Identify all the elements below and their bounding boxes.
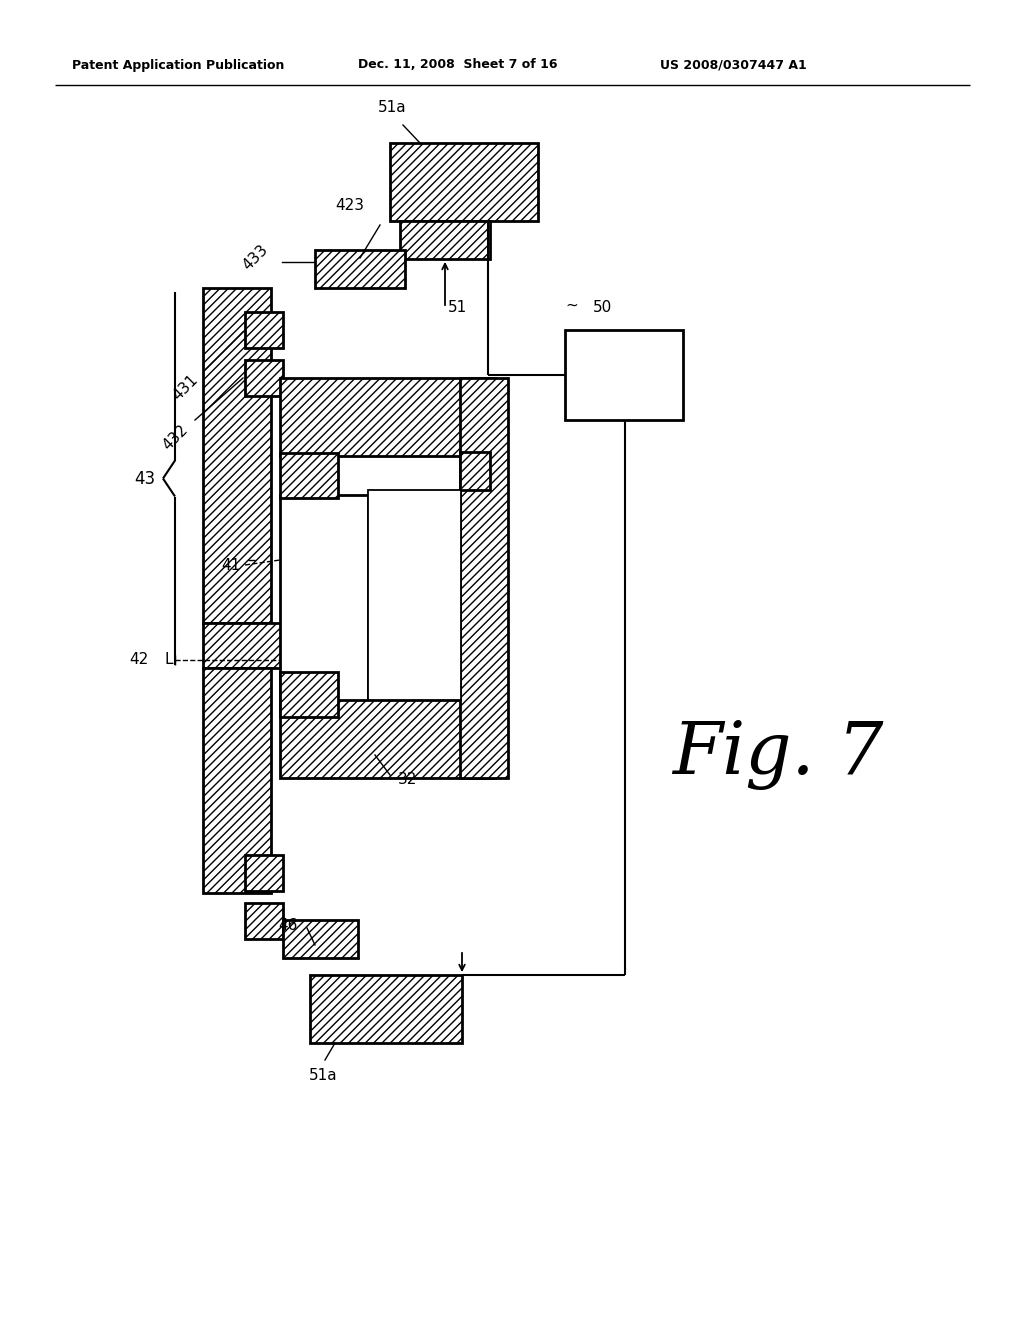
Text: ~: ~ — [565, 297, 578, 313]
Text: 50: 50 — [593, 301, 612, 315]
Text: 43: 43 — [134, 470, 156, 487]
Text: 431: 431 — [169, 372, 201, 404]
Polygon shape — [390, 143, 538, 220]
Text: 433: 433 — [240, 243, 270, 273]
Polygon shape — [245, 360, 283, 396]
Text: 32: 32 — [398, 772, 418, 788]
Polygon shape — [460, 378, 508, 777]
Polygon shape — [245, 312, 283, 348]
Text: Fig. 7: Fig. 7 — [672, 719, 884, 791]
Polygon shape — [460, 451, 490, 490]
Text: Dec. 11, 2008  Sheet 7 of 16: Dec. 11, 2008 Sheet 7 of 16 — [358, 58, 557, 71]
Polygon shape — [280, 378, 495, 455]
Polygon shape — [400, 220, 490, 259]
Polygon shape — [280, 672, 338, 717]
Polygon shape — [203, 623, 331, 668]
Polygon shape — [203, 288, 271, 623]
Polygon shape — [280, 495, 368, 710]
Text: 423: 423 — [336, 198, 365, 213]
Polygon shape — [283, 920, 358, 958]
Polygon shape — [280, 453, 338, 498]
Polygon shape — [245, 903, 283, 939]
Polygon shape — [245, 855, 283, 891]
Text: 51: 51 — [449, 301, 467, 315]
Text: 51a: 51a — [308, 1068, 337, 1082]
Polygon shape — [280, 700, 495, 777]
Text: 42: 42 — [129, 652, 148, 668]
Text: 46: 46 — [279, 917, 298, 932]
Text: 432: 432 — [160, 422, 190, 454]
Text: US 2008/0307447 A1: US 2008/0307447 A1 — [660, 58, 807, 71]
Polygon shape — [203, 668, 271, 894]
Polygon shape — [310, 975, 462, 1043]
Text: Patent Application Publication: Patent Application Publication — [72, 58, 285, 71]
Polygon shape — [565, 330, 683, 420]
Text: 51a: 51a — [378, 100, 407, 115]
Polygon shape — [368, 490, 461, 700]
Text: 41: 41 — [221, 557, 240, 573]
Text: L: L — [165, 652, 173, 668]
Polygon shape — [315, 249, 406, 288]
